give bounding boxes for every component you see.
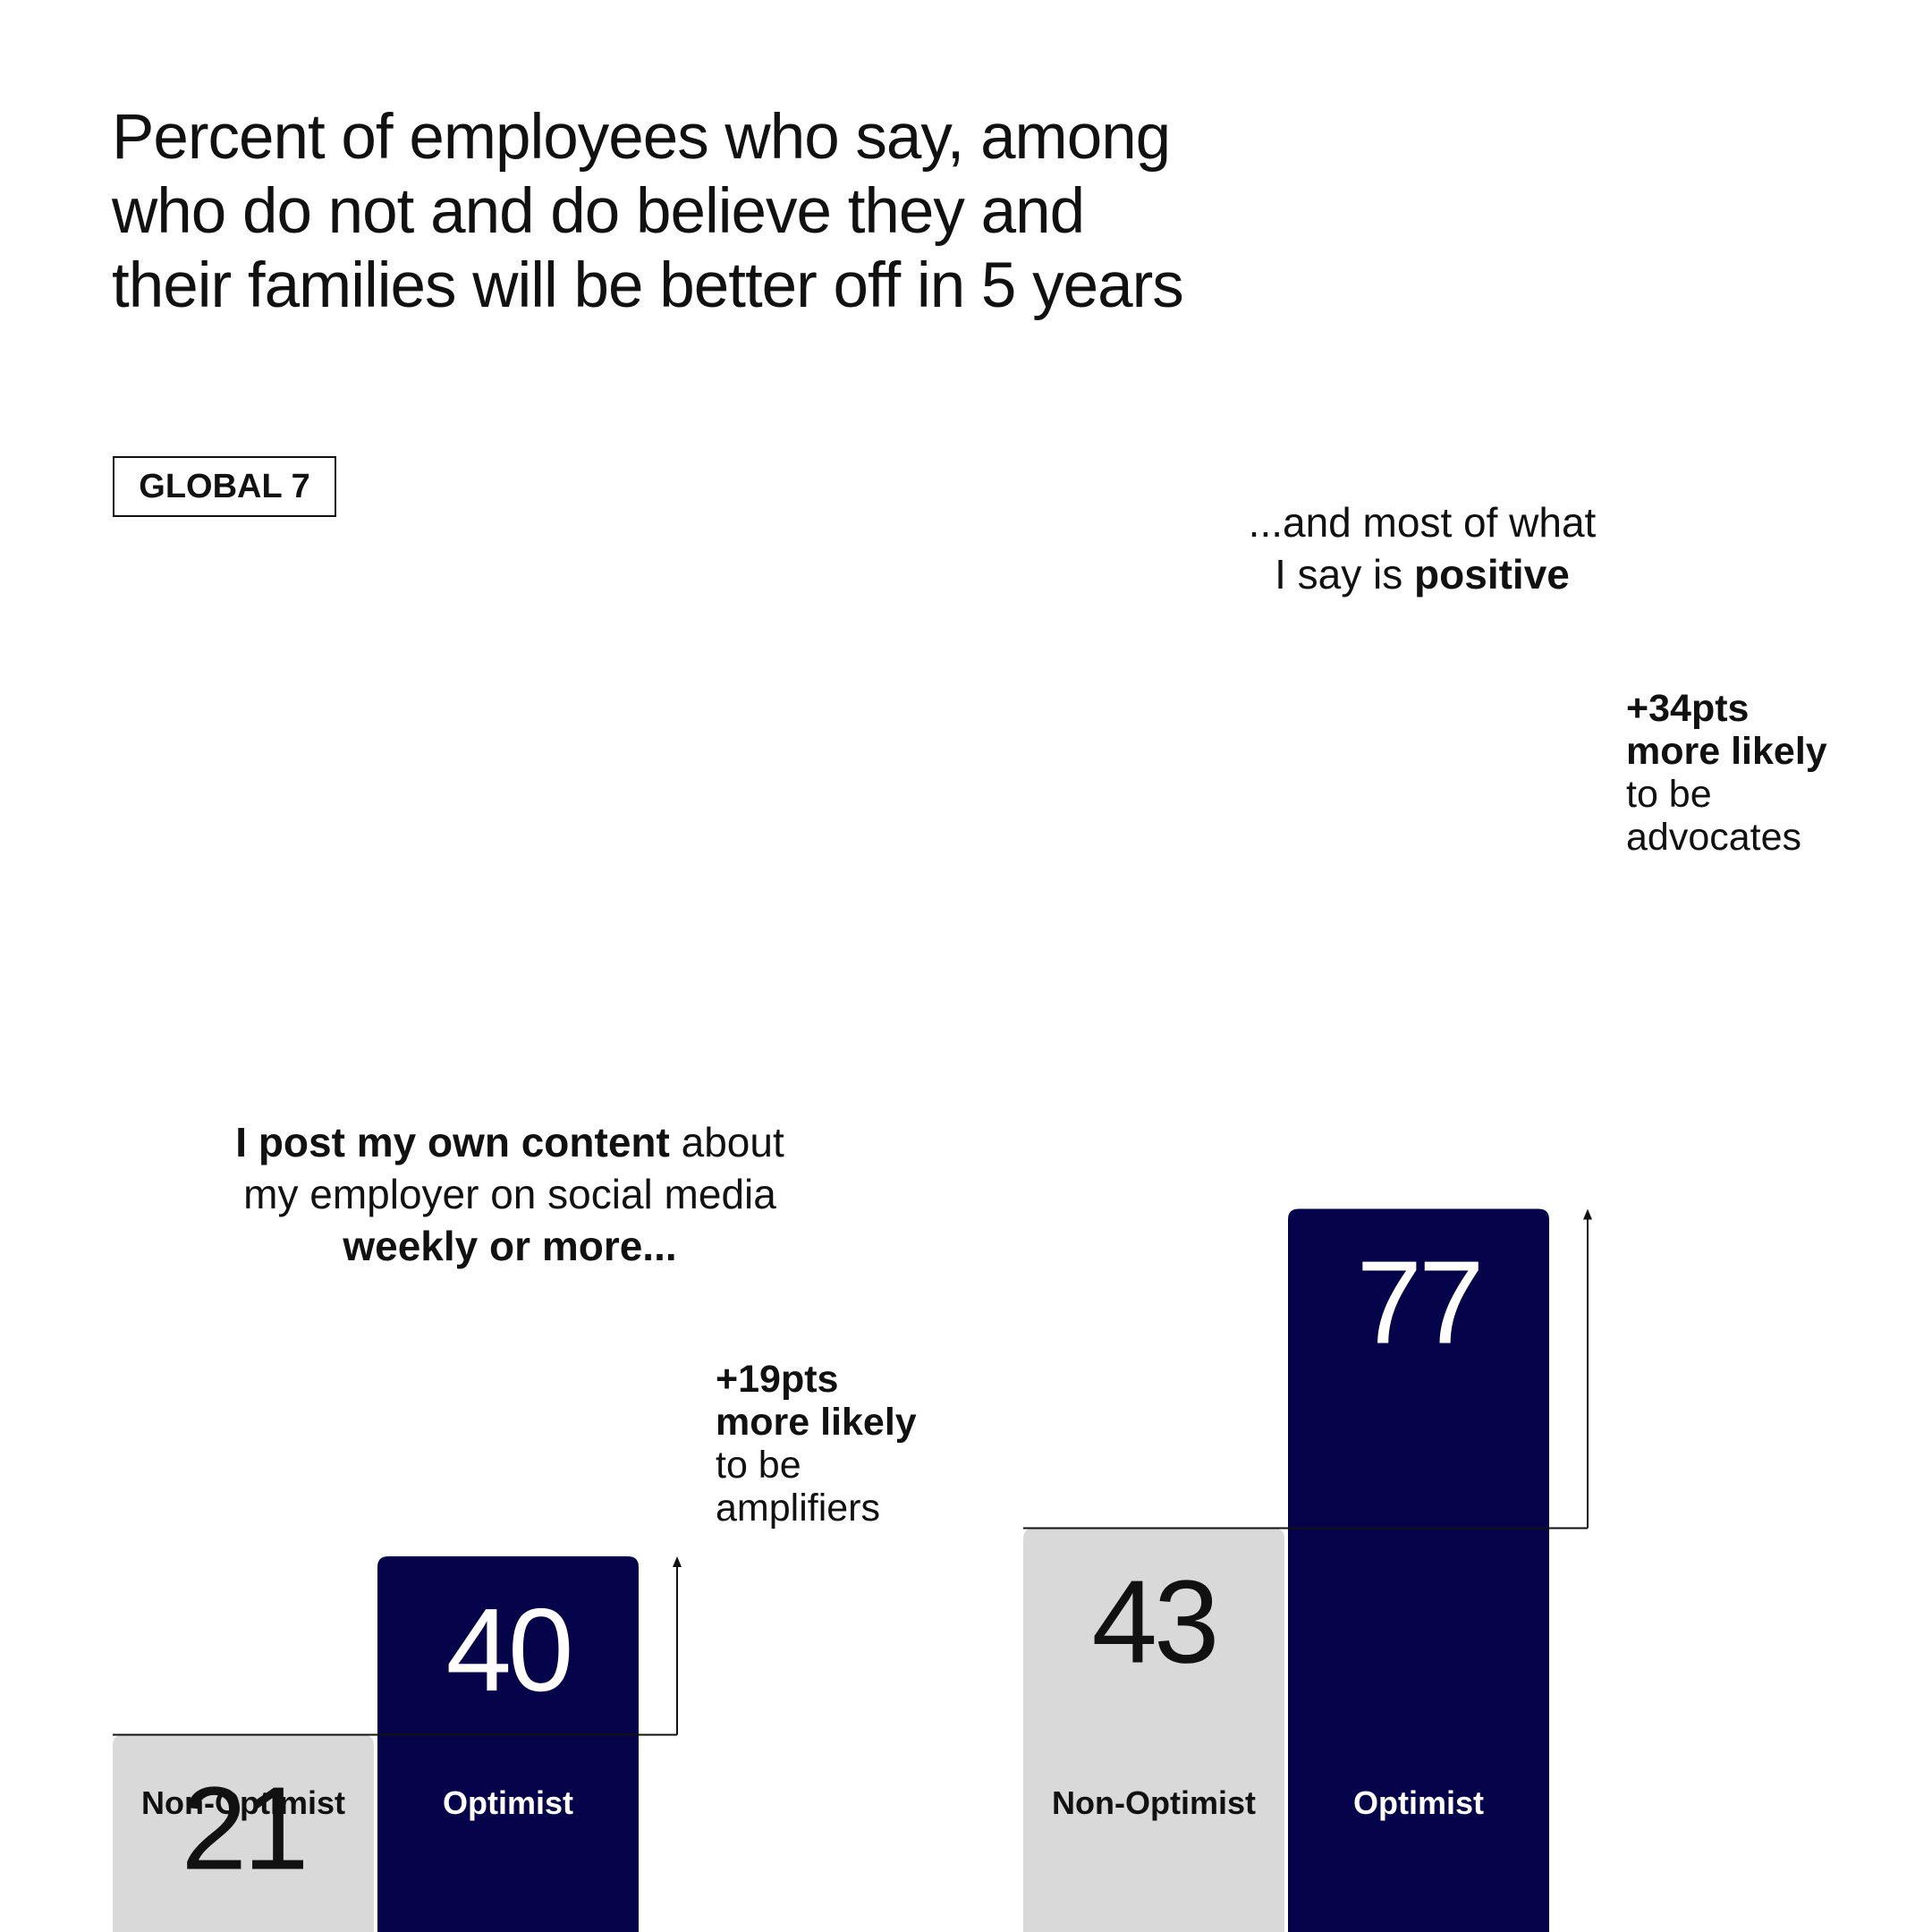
right-caption: ...and most of what I say is positive: [1154, 496, 1690, 600]
caption-segment: I say is: [1275, 551, 1415, 597]
delta-arrow-head-2: [1583, 1208, 1592, 1220]
left-delta-more: more likely: [716, 1401, 917, 1444]
right-caption-line-1: ...and most of what: [1154, 496, 1690, 548]
caption-segment: ...and most of what: [1248, 499, 1597, 546]
bar-2-1: [1023, 1528, 1284, 1932]
bar-1-2: [377, 1556, 639, 1932]
left-caption-line-2: my employer on social media: [188, 1168, 832, 1220]
title-line-3: their families will be better off in 5 y…: [112, 250, 1184, 321]
category-label-2-1: Non-Optimist: [1052, 1784, 1256, 1821]
caption-segment: positive: [1414, 551, 1570, 597]
value-label-1-1: 21: [182, 1763, 306, 1894]
value-label-1-2: 40: [446, 1584, 571, 1716]
category-label-2-2: Optimist: [1353, 1784, 1484, 1821]
left-caption-line-1: I post my own content about: [188, 1116, 832, 1168]
left-delta-role: amplifiers: [716, 1487, 880, 1530]
right-delta-note: +34pts more likely to be advocates: [1626, 687, 1827, 859]
category-label-1-2: Optimist: [443, 1784, 573, 1821]
value-label-2-2: 77: [1357, 1237, 1481, 1368]
value-label-2-1: 43: [1092, 1556, 1216, 1688]
title-line-1: Percent of employees who say, among: [112, 102, 1171, 173]
caption-segment: about: [669, 1119, 784, 1165]
right-caption-line-2: I say is positive: [1154, 548, 1690, 600]
caption-segment: my employer on social media: [243, 1171, 776, 1217]
title-line-2: who do not and do believe they and: [112, 176, 1085, 247]
right-delta-tobe: to be: [1626, 773, 1712, 816]
left-caption-line-3: weekly or more...: [188, 1220, 832, 1272]
left-caption: I post my own content about my employer o…: [188, 1116, 832, 1272]
region-badge: GLOBAL 7: [113, 456, 336, 517]
category-label-1-1: Non-Optimist: [141, 1784, 345, 1821]
caption-segment: I post my own content: [235, 1119, 670, 1165]
bar-1-1: [113, 1734, 374, 1932]
chart-title: Percent of employees who say, among who …: [112, 100, 1364, 323]
right-delta-role: advocates: [1626, 816, 1802, 859]
right-delta-value: +34pts: [1626, 687, 1750, 730]
bar-2-2: [1288, 1208, 1549, 1932]
caption-segment: weekly or more...: [343, 1223, 677, 1269]
left-delta-tobe: to be: [716, 1444, 801, 1487]
left-delta-note: +19pts more likely to be amplifiers: [716, 1358, 917, 1530]
right-delta-more: more likely: [1626, 730, 1827, 773]
delta-arrow-head-1: [673, 1556, 682, 1567]
left-delta-value: +19pts: [716, 1358, 839, 1401]
